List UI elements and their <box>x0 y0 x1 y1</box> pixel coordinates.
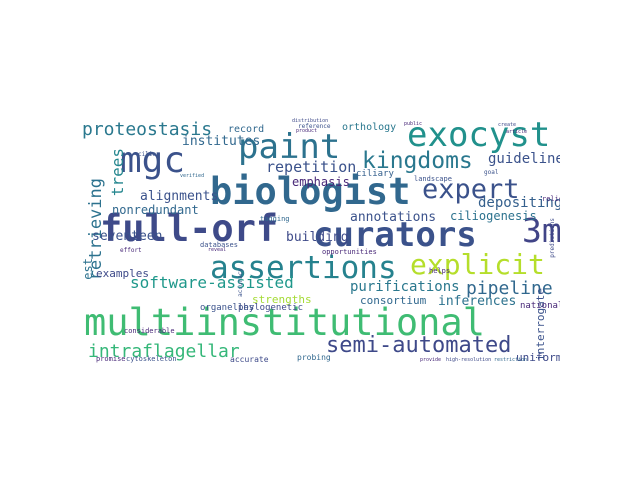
word: full-orf <box>100 207 279 250</box>
word: create <box>498 122 517 128</box>
word: est <box>81 258 95 280</box>
word: kingdoms <box>362 148 473 174</box>
word: high-resolution <box>446 357 492 363</box>
word: emphasis <box>292 175 350 189</box>
word: promise <box>96 355 126 363</box>
word: alignments <box>140 189 219 204</box>
word: explicit <box>410 248 545 281</box>
word: effort <box>120 247 142 254</box>
word: trees <box>108 148 127 197</box>
word: assertions <box>210 250 397 286</box>
word: exocyst <box>407 118 551 155</box>
word: orthology <box>342 122 397 133</box>
word: databases <box>200 241 238 249</box>
word: verified <box>180 173 205 179</box>
word: guidelines <box>488 151 560 167</box>
word: restriction <box>494 357 528 363</box>
word: cytoskeleton <box>126 355 177 363</box>
word: goal <box>484 169 499 176</box>
word: semi-automated <box>326 333 512 358</box>
word: probing <box>297 353 331 362</box>
word: consortium <box>360 294 427 307</box>
word: paint <box>238 127 341 167</box>
word: reveal <box>208 247 227 253</box>
word: pipeline <box>466 278 553 299</box>
word: mgc <box>120 140 186 181</box>
word: proteostasis <box>82 119 213 140</box>
word: article <box>506 129 528 135</box>
word: building <box>286 230 349 245</box>
word: reference <box>298 123 331 130</box>
word: examples <box>96 267 149 280</box>
word: ciliary <box>356 169 394 179</box>
word: intraflagellar <box>88 341 240 362</box>
word: expert <box>422 174 520 205</box>
word: depositing <box>478 195 560 211</box>
word: record <box>228 124 265 135</box>
word: inferences <box>438 294 517 309</box>
word: phylogenetic <box>238 303 304 313</box>
word: distribution <box>292 118 329 124</box>
word: ciliogenesis <box>450 209 537 223</box>
word: helps <box>429 267 451 275</box>
word: accuracy <box>237 268 244 297</box>
word: uniform <box>516 351 560 364</box>
word: curators <box>313 215 477 255</box>
word: national <box>520 301 560 311</box>
word: product <box>296 128 318 134</box>
word: institutes <box>182 134 261 149</box>
word: purifications <box>350 279 460 295</box>
word: repetition <box>266 158 357 176</box>
word: landscape <box>414 175 452 183</box>
word: opportunities <box>322 248 377 256</box>
word: interrogate <box>534 288 547 361</box>
word: seventeen <box>92 229 163 244</box>
word: annotations <box>350 210 437 225</box>
word: cilia <box>138 151 157 158</box>
word: public <box>404 121 423 127</box>
word: predictions <box>549 218 556 258</box>
word: tagging <box>260 215 290 223</box>
word: strengths <box>252 293 312 306</box>
word-cloud: multiinstitutional full-orf curators bio… <box>80 118 560 368</box>
word: multiinstitutional <box>84 301 485 344</box>
word: considerable <box>124 327 175 335</box>
word: nonredundant <box>112 203 199 217</box>
word: software-assisted <box>130 273 294 292</box>
word: 3m <box>522 211 560 250</box>
word: organelles <box>200 303 255 313</box>
word: relies <box>542 195 560 203</box>
word: biologist <box>210 170 411 213</box>
word: accurate <box>230 355 269 364</box>
word: provide <box>420 357 442 363</box>
